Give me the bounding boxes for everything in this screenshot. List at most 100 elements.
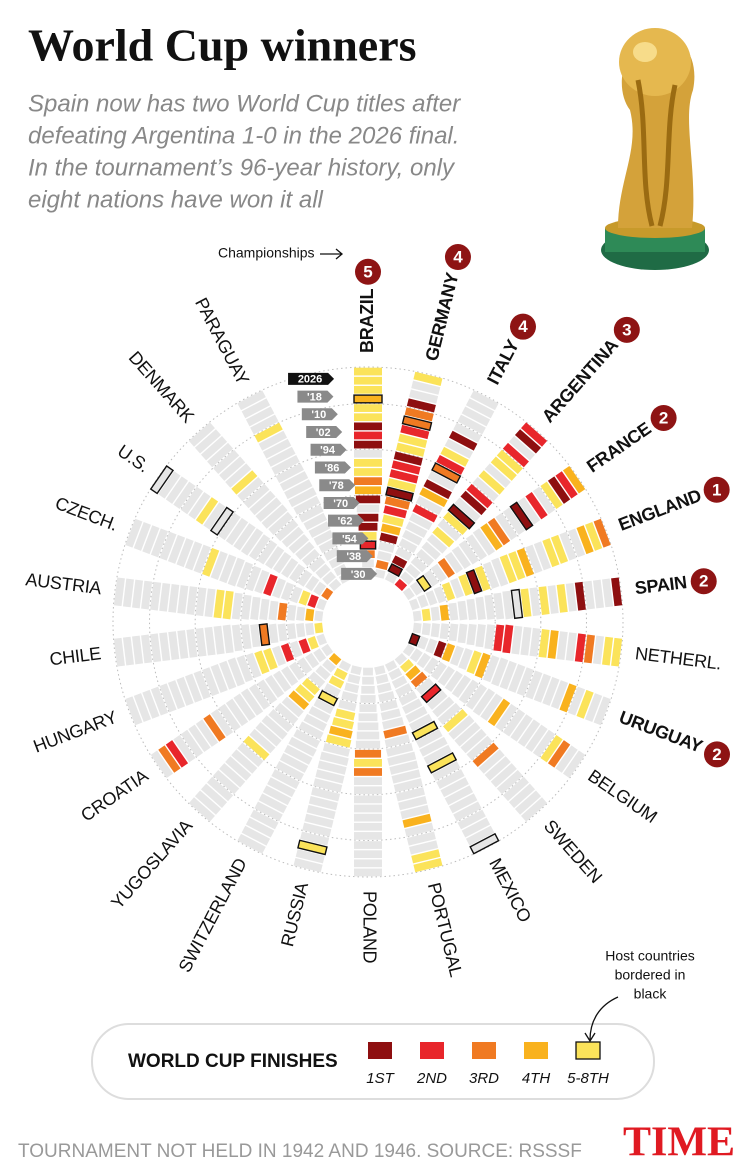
empty-slot (409, 581, 423, 596)
empty-slot (376, 550, 392, 562)
legend-box (91, 1023, 655, 1100)
empty-slot (293, 495, 321, 515)
subtitle-line: Spain now has two World Cup titles after (28, 90, 461, 117)
country-label: PARAGUAY (191, 294, 253, 388)
empty-slot (281, 696, 304, 718)
empty-slot (542, 676, 560, 706)
empty-slot (432, 761, 461, 781)
title-badge (355, 258, 381, 285)
finish-cell (458, 573, 473, 597)
empty-slot (262, 785, 292, 806)
empty-slot (440, 777, 469, 798)
guide-ring (149, 403, 587, 841)
empty-slot (289, 586, 303, 604)
empty-slot (384, 660, 398, 672)
empty-slot (259, 598, 270, 621)
empty-slot (241, 825, 271, 846)
empty-slot (297, 569, 313, 587)
finish-cell (325, 734, 352, 748)
country-label: MEXICO (485, 855, 535, 926)
host-border (447, 503, 476, 530)
year-label: 2026 (298, 374, 322, 386)
empty-slot (432, 696, 455, 718)
finish-cell (441, 643, 456, 662)
empty-slot (240, 594, 252, 620)
empty-slot (176, 676, 194, 706)
empty-slot (382, 717, 404, 730)
finish-cell (427, 752, 457, 773)
finish-cell (158, 745, 181, 773)
finish-cell (358, 522, 378, 531)
finish-cell (448, 504, 475, 529)
empty-slot (267, 777, 296, 798)
empty-slot (195, 627, 207, 657)
empty-slot (354, 449, 382, 458)
empty-slot (556, 631, 568, 660)
finish-cell (480, 523, 503, 551)
empty-slot (288, 534, 310, 554)
finish-cell (550, 534, 569, 564)
finish-cell (562, 466, 586, 494)
empty-slot (565, 582, 577, 612)
country-label: POLAND (359, 891, 379, 964)
empty-slot (411, 380, 441, 395)
brand-logo: TIME (623, 1120, 735, 1166)
guide-ring (240, 494, 496, 750)
empty-slot (296, 623, 306, 638)
empty-slot (412, 610, 422, 622)
empty-slot (451, 546, 471, 569)
title-badge (509, 313, 536, 340)
finish-cell (354, 759, 382, 767)
empty-slot (125, 696, 143, 726)
country-label: ENGLAND (616, 485, 705, 535)
empty-slot (113, 637, 125, 667)
year-label: '38 (346, 551, 361, 563)
finish-cell (380, 523, 401, 536)
empty-slot (313, 529, 334, 546)
finish-cell (487, 698, 511, 727)
finish-cell (437, 557, 455, 578)
empty-slot (405, 706, 428, 723)
title-badge (650, 404, 677, 431)
empty-slot (430, 563, 447, 583)
guide-ring (285, 539, 451, 705)
empty-slot (213, 625, 225, 655)
empty-slot (313, 581, 327, 596)
title-badge (613, 316, 640, 343)
empty-slot (333, 563, 348, 577)
empty-slot (354, 786, 382, 795)
finish-cell (307, 594, 319, 608)
empty-slot (271, 769, 300, 790)
empty-slot (159, 582, 171, 612)
finish-cell (297, 840, 327, 855)
host-border (209, 506, 235, 536)
empty-slot (193, 670, 211, 700)
empty-slot (529, 627, 541, 657)
empty-slot (454, 497, 481, 522)
country-label: GERMANY (421, 271, 462, 363)
empty-slot (203, 502, 226, 530)
empty-slot (255, 722, 282, 747)
championships-label: Championships (218, 245, 315, 261)
finish-cell (466, 569, 482, 594)
empty-slot (444, 670, 463, 692)
empty-slot (204, 626, 216, 656)
empty-slot (496, 769, 523, 795)
finish-cell (405, 665, 421, 681)
country-label: HUNGARY (31, 707, 120, 757)
empty-slot (400, 804, 430, 820)
host-border (415, 574, 432, 593)
finish-cell (231, 470, 258, 495)
empty-slot (430, 606, 440, 621)
year-tag (323, 496, 360, 509)
legend-swatch (368, 1042, 392, 1059)
empty-slot (303, 713, 328, 732)
empty-slot (167, 680, 186, 710)
empty-slot (313, 778, 343, 793)
title-badge (444, 244, 471, 271)
finish-cell (490, 456, 517, 481)
empty-slot (133, 521, 151, 551)
empty-slot (308, 521, 331, 538)
finish-cell (354, 367, 382, 376)
finish-cell (354, 431, 382, 440)
